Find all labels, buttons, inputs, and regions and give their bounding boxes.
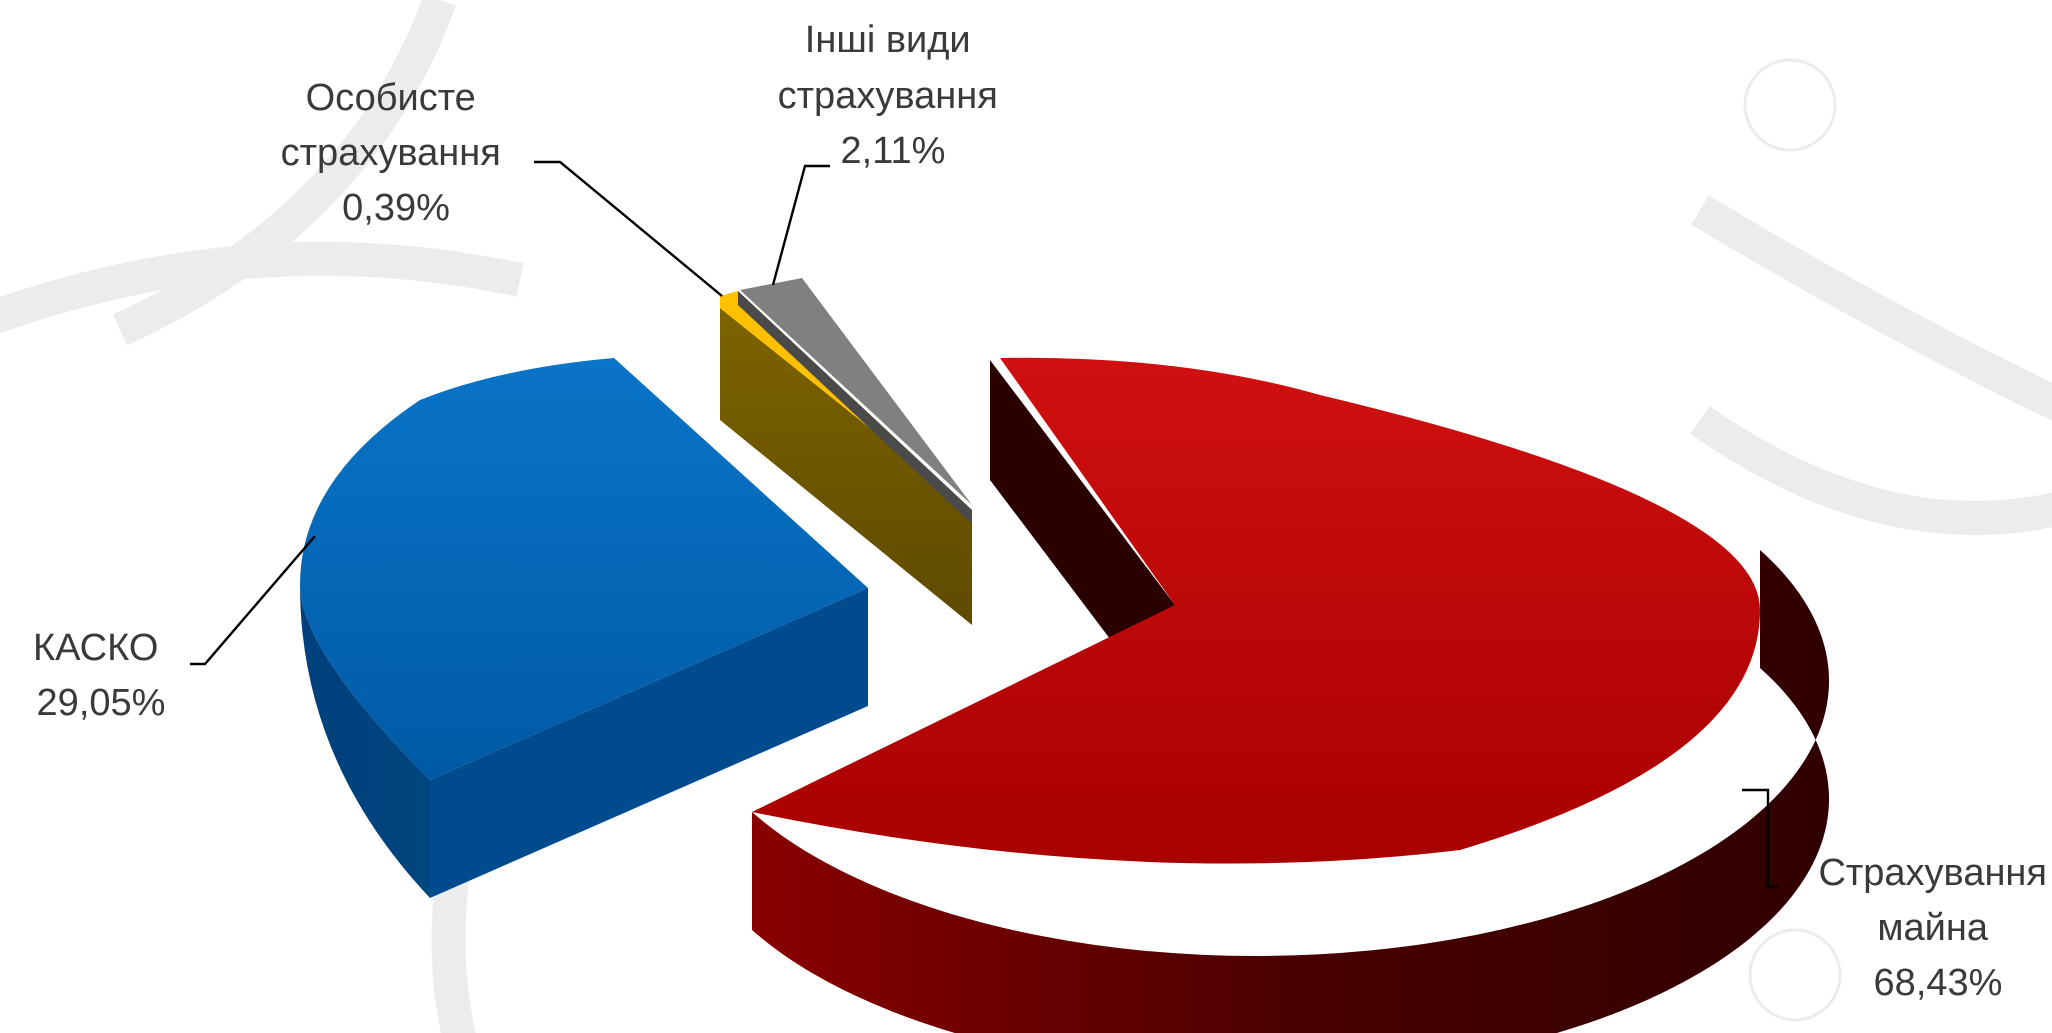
- label-other-line1: Інші види: [805, 19, 971, 61]
- label-kasko-line1: КАСКО: [33, 627, 158, 669]
- slice-kasko-top: [300, 358, 868, 780]
- label-personal-line1: Особисте: [306, 77, 476, 119]
- leader-line-other: [771, 164, 830, 286]
- slice-property-insurance-top: [752, 357, 1760, 864]
- label-property-line2: майна: [1877, 907, 1988, 949]
- slice-other-insurance-top: [740, 278, 972, 505]
- slice-kasko-side: [300, 585, 430, 898]
- slice-kasko-front: [430, 588, 868, 898]
- leader-line-kasko: [190, 535, 316, 666]
- label-other-value: 2,11%: [841, 130, 946, 172]
- slice-personal-insurance-side: [720, 308, 972, 625]
- label-kasko: КАСКО 29,05%: [33, 627, 169, 724]
- slice-kasko: [300, 358, 868, 898]
- leader-line-property: [1742, 788, 1778, 889]
- slice-property-insurance: [752, 357, 1830, 1033]
- label-personal-line2: страхування: [281, 132, 501, 174]
- slice-other-insurance-side: [738, 291, 972, 524]
- slice-other-insurance: [738, 278, 972, 524]
- label-personal-insurance: Особисте страхування 0,39%: [281, 77, 512, 229]
- leader-line-personal: [534, 160, 723, 297]
- label-other-insurance: Інші види страхування 2,11%: [778, 19, 1009, 172]
- label-property-insurance: Страхування майна 68,43%: [1818, 852, 2052, 1004]
- label-other-line2: страхування: [778, 75, 998, 117]
- label-property-line1: Страхування: [1818, 852, 2047, 894]
- label-personal-value: 0,39%: [342, 187, 450, 229]
- label-property-value: 68,43%: [1874, 962, 2003, 1004]
- slice-property-insurance-side: [752, 550, 1830, 1033]
- label-kasko-value: 29,05%: [37, 682, 166, 724]
